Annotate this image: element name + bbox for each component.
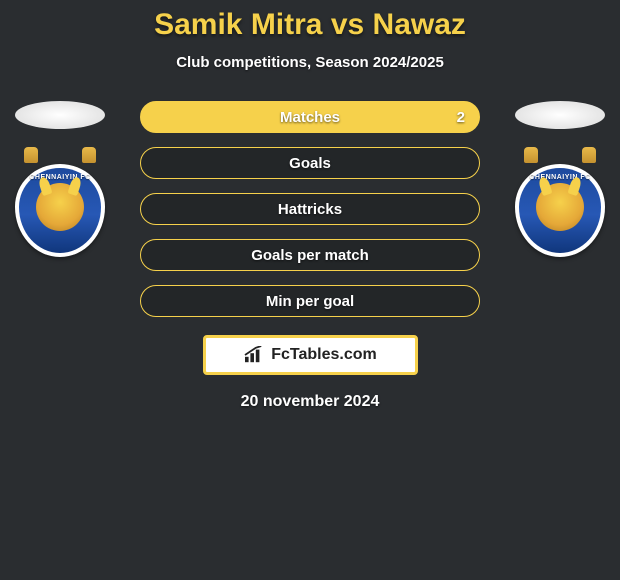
footer-date: 20 november 2024 — [0, 393, 620, 411]
trophy-icon — [582, 147, 596, 163]
club-shield: CHENNAIYIN FC — [15, 164, 105, 257]
page-subtitle: Club competitions, Season 2024/2025 — [0, 54, 620, 71]
club-mascot-icon — [36, 183, 84, 231]
player-left-club-crest: CHENNAIYIN FC — [15, 147, 105, 257]
chart-icon — [243, 346, 265, 364]
player-left-headshot — [15, 101, 105, 129]
stat-label: Min per goal — [266, 293, 354, 310]
comparison-content: CHENNAIYIN FC CHENNAIYIN FC Matches 2 — [0, 101, 620, 411]
crest-trophy-icons — [16, 147, 104, 164]
stat-label: Matches — [280, 109, 340, 126]
stat-label: Goals — [289, 155, 331, 172]
stat-row-matches: Matches 2 — [140, 101, 480, 133]
stats-list: Matches 2 Goals Hattricks Goals per matc… — [140, 101, 480, 317]
page-title: Samik Mitra vs Nawaz — [0, 0, 620, 42]
stat-label: Goals per match — [251, 247, 369, 264]
stat-row-goals-per-match: Goals per match — [140, 239, 480, 271]
club-shield: CHENNAIYIN FC — [515, 164, 605, 257]
trophy-icon — [82, 147, 96, 163]
trophy-icon — [524, 147, 538, 163]
player-right: CHENNAIYIN FC — [510, 101, 610, 257]
stat-row-hattricks: Hattricks — [140, 193, 480, 225]
trophy-icon — [24, 147, 38, 163]
stat-label: Hattricks — [278, 201, 342, 218]
club-mascot-icon — [536, 183, 584, 231]
stat-value-right: 2 — [457, 109, 465, 126]
stat-row-goals: Goals — [140, 147, 480, 179]
player-left: CHENNAIYIN FC — [10, 101, 110, 257]
player-right-club-crest: CHENNAIYIN FC — [515, 147, 605, 257]
brand-badge[interactable]: FcTables.com — [203, 335, 418, 375]
player-right-headshot — [515, 101, 605, 129]
stat-row-min-per-goal: Min per goal — [140, 285, 480, 317]
crest-trophy-icons — [516, 147, 604, 164]
brand-label: FcTables.com — [271, 346, 377, 364]
